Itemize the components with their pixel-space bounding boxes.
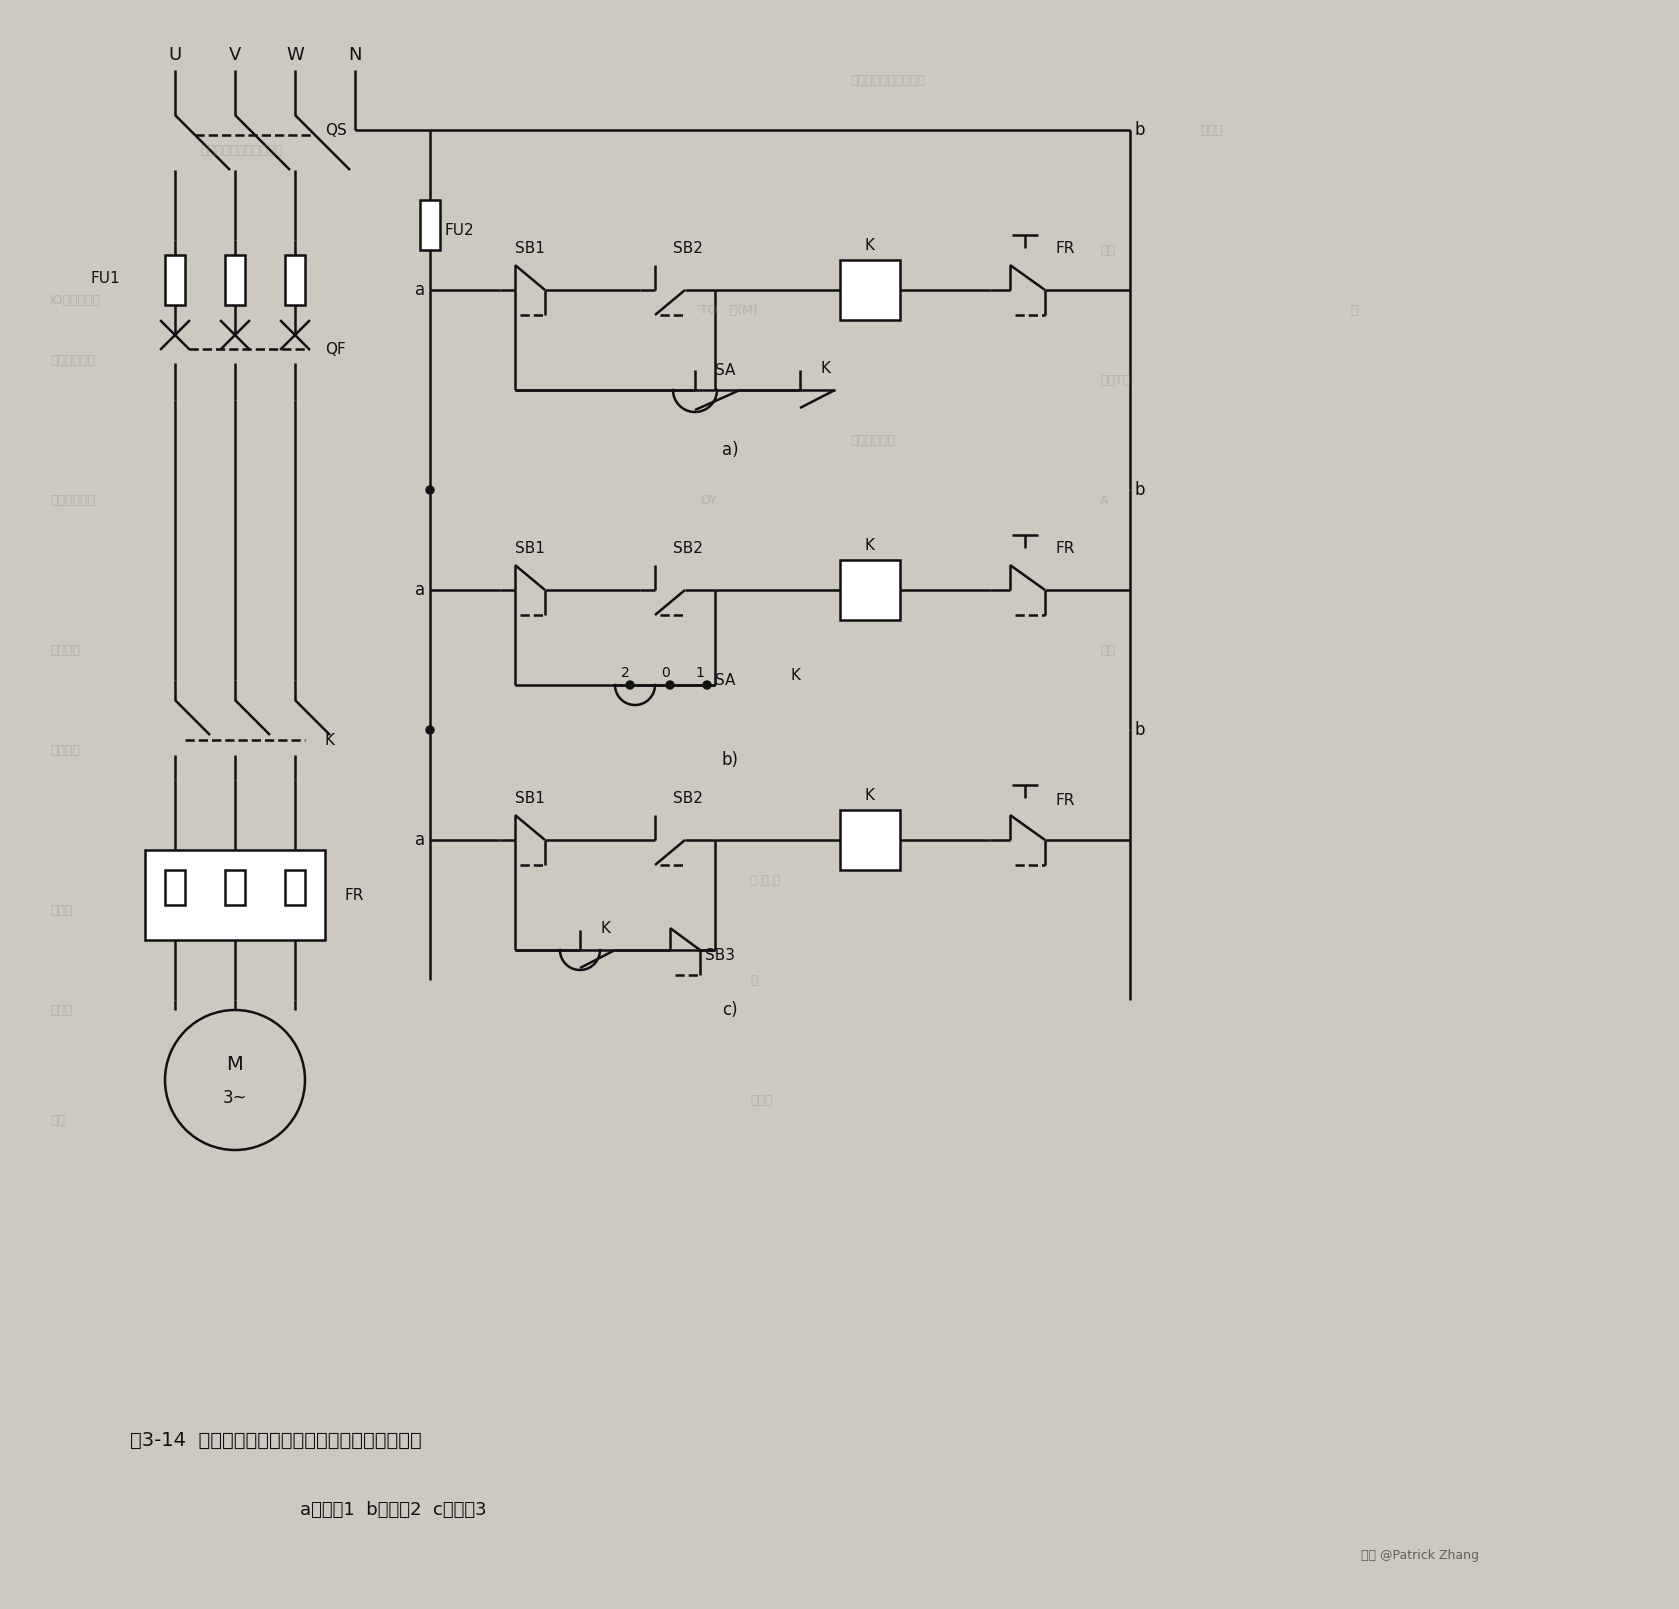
Circle shape (426, 486, 433, 494)
Circle shape (667, 681, 673, 689)
Text: SB2: SB2 (673, 541, 704, 555)
Text: U: U (168, 47, 181, 64)
Text: K: K (865, 537, 875, 552)
Text: 图说: 图说 (1100, 243, 1115, 256)
Text: 隆隆: 隆隆 (50, 1113, 65, 1126)
Text: SB1: SB1 (515, 790, 546, 806)
Text: 普通机床电气控制线路图: 普通机床电气控制线路图 (200, 143, 282, 156)
Circle shape (704, 681, 710, 689)
Text: SA: SA (715, 673, 735, 687)
Text: OY: OY (700, 494, 717, 507)
Text: FU2: FU2 (445, 222, 475, 238)
Text: K: K (819, 360, 829, 375)
Text: 线路分析: 线路分析 (50, 743, 81, 756)
Text: SA: SA (715, 362, 735, 378)
Text: a: a (415, 282, 425, 299)
Text: K: K (865, 238, 875, 253)
Text: FR: FR (1056, 240, 1075, 256)
Bar (840, 809, 900, 870)
Text: N: N (348, 47, 361, 64)
Text: 知乎 @Patrick Zhang: 知乎 @Patrick Zhang (1362, 1548, 1479, 1561)
Text: K: K (599, 920, 609, 935)
Text: FR: FR (344, 888, 364, 903)
Text: 2: 2 (621, 666, 630, 681)
Text: 3~: 3~ (223, 1089, 247, 1107)
Text: 普通T级: 普通T级 (1100, 373, 1130, 386)
Text: V: V (228, 47, 242, 64)
Text: K: K (791, 668, 799, 682)
Text: a: a (415, 830, 425, 850)
Bar (840, 261, 900, 320)
Text: TO   置(M): TO 置(M) (700, 304, 757, 317)
Text: 同能出厂资料: 同能出厂资料 (50, 494, 96, 507)
Bar (144, 850, 326, 940)
Bar (840, 560, 900, 619)
Text: SB1: SB1 (515, 240, 546, 256)
Text: 线路分: 线路分 (751, 1094, 772, 1107)
Text: b: b (1135, 481, 1145, 499)
Text: 绕：节: 绕：节 (50, 1004, 72, 1017)
Text: a: a (415, 581, 425, 599)
Bar (285, 254, 306, 306)
Bar (225, 870, 245, 904)
Text: 隆隆隆: 隆隆隆 (50, 904, 72, 917)
Text: 普: 普 (1350, 304, 1358, 317)
Text: SB2: SB2 (673, 790, 704, 806)
Text: IO：全压起动: IO：全压起动 (50, 293, 101, 306)
Text: 0: 0 (660, 666, 670, 681)
Text: FR: FR (1056, 793, 1075, 808)
Text: 全能出厂资料: 全能出厂资料 (50, 354, 96, 367)
Text: SB3: SB3 (705, 948, 735, 962)
Text: 电动机点动与长动控制: 电动机点动与长动控制 (850, 74, 925, 87)
Text: b: b (1135, 721, 1145, 739)
Text: A: A (1100, 494, 1108, 507)
Bar (420, 200, 440, 249)
Text: b): b) (722, 751, 739, 769)
Text: K: K (865, 787, 875, 803)
Text: 静: 静 (751, 973, 757, 986)
Text: 图说明（图说: 图说明（图说 (850, 433, 895, 447)
Text: K: K (326, 732, 336, 748)
Text: 参普: 参普 (1100, 644, 1115, 656)
Text: QS: QS (326, 122, 348, 137)
Text: M: M (227, 1056, 243, 1075)
Bar (285, 870, 306, 904)
Text: FU1: FU1 (91, 270, 119, 285)
Text: 不 文 业: 不 文 业 (751, 874, 781, 887)
Text: c): c) (722, 1001, 737, 1018)
Text: 1: 1 (695, 666, 705, 681)
Text: 降压起动: 降压起动 (50, 644, 81, 656)
Text: 图3-14  三相异步电动机全电压起停、点动控制线路: 图3-14 三相异步电动机全电压起停、点动控制线路 (129, 1430, 421, 1450)
Text: b: b (1135, 121, 1145, 138)
Bar (165, 254, 185, 306)
Text: QF: QF (326, 341, 346, 357)
Text: a）方案1  b）方案2  c）方案3: a）方案1 b）方案2 c）方案3 (301, 1501, 487, 1519)
Bar (165, 870, 185, 904)
Text: SB2: SB2 (673, 240, 704, 256)
Text: W: W (285, 47, 304, 64)
Bar (225, 254, 245, 306)
Text: a): a) (722, 441, 739, 459)
Circle shape (426, 726, 433, 734)
Circle shape (626, 681, 635, 689)
Text: SB1: SB1 (515, 541, 546, 555)
Text: 图说明: 图说明 (1200, 124, 1222, 137)
Text: FR: FR (1056, 541, 1075, 555)
